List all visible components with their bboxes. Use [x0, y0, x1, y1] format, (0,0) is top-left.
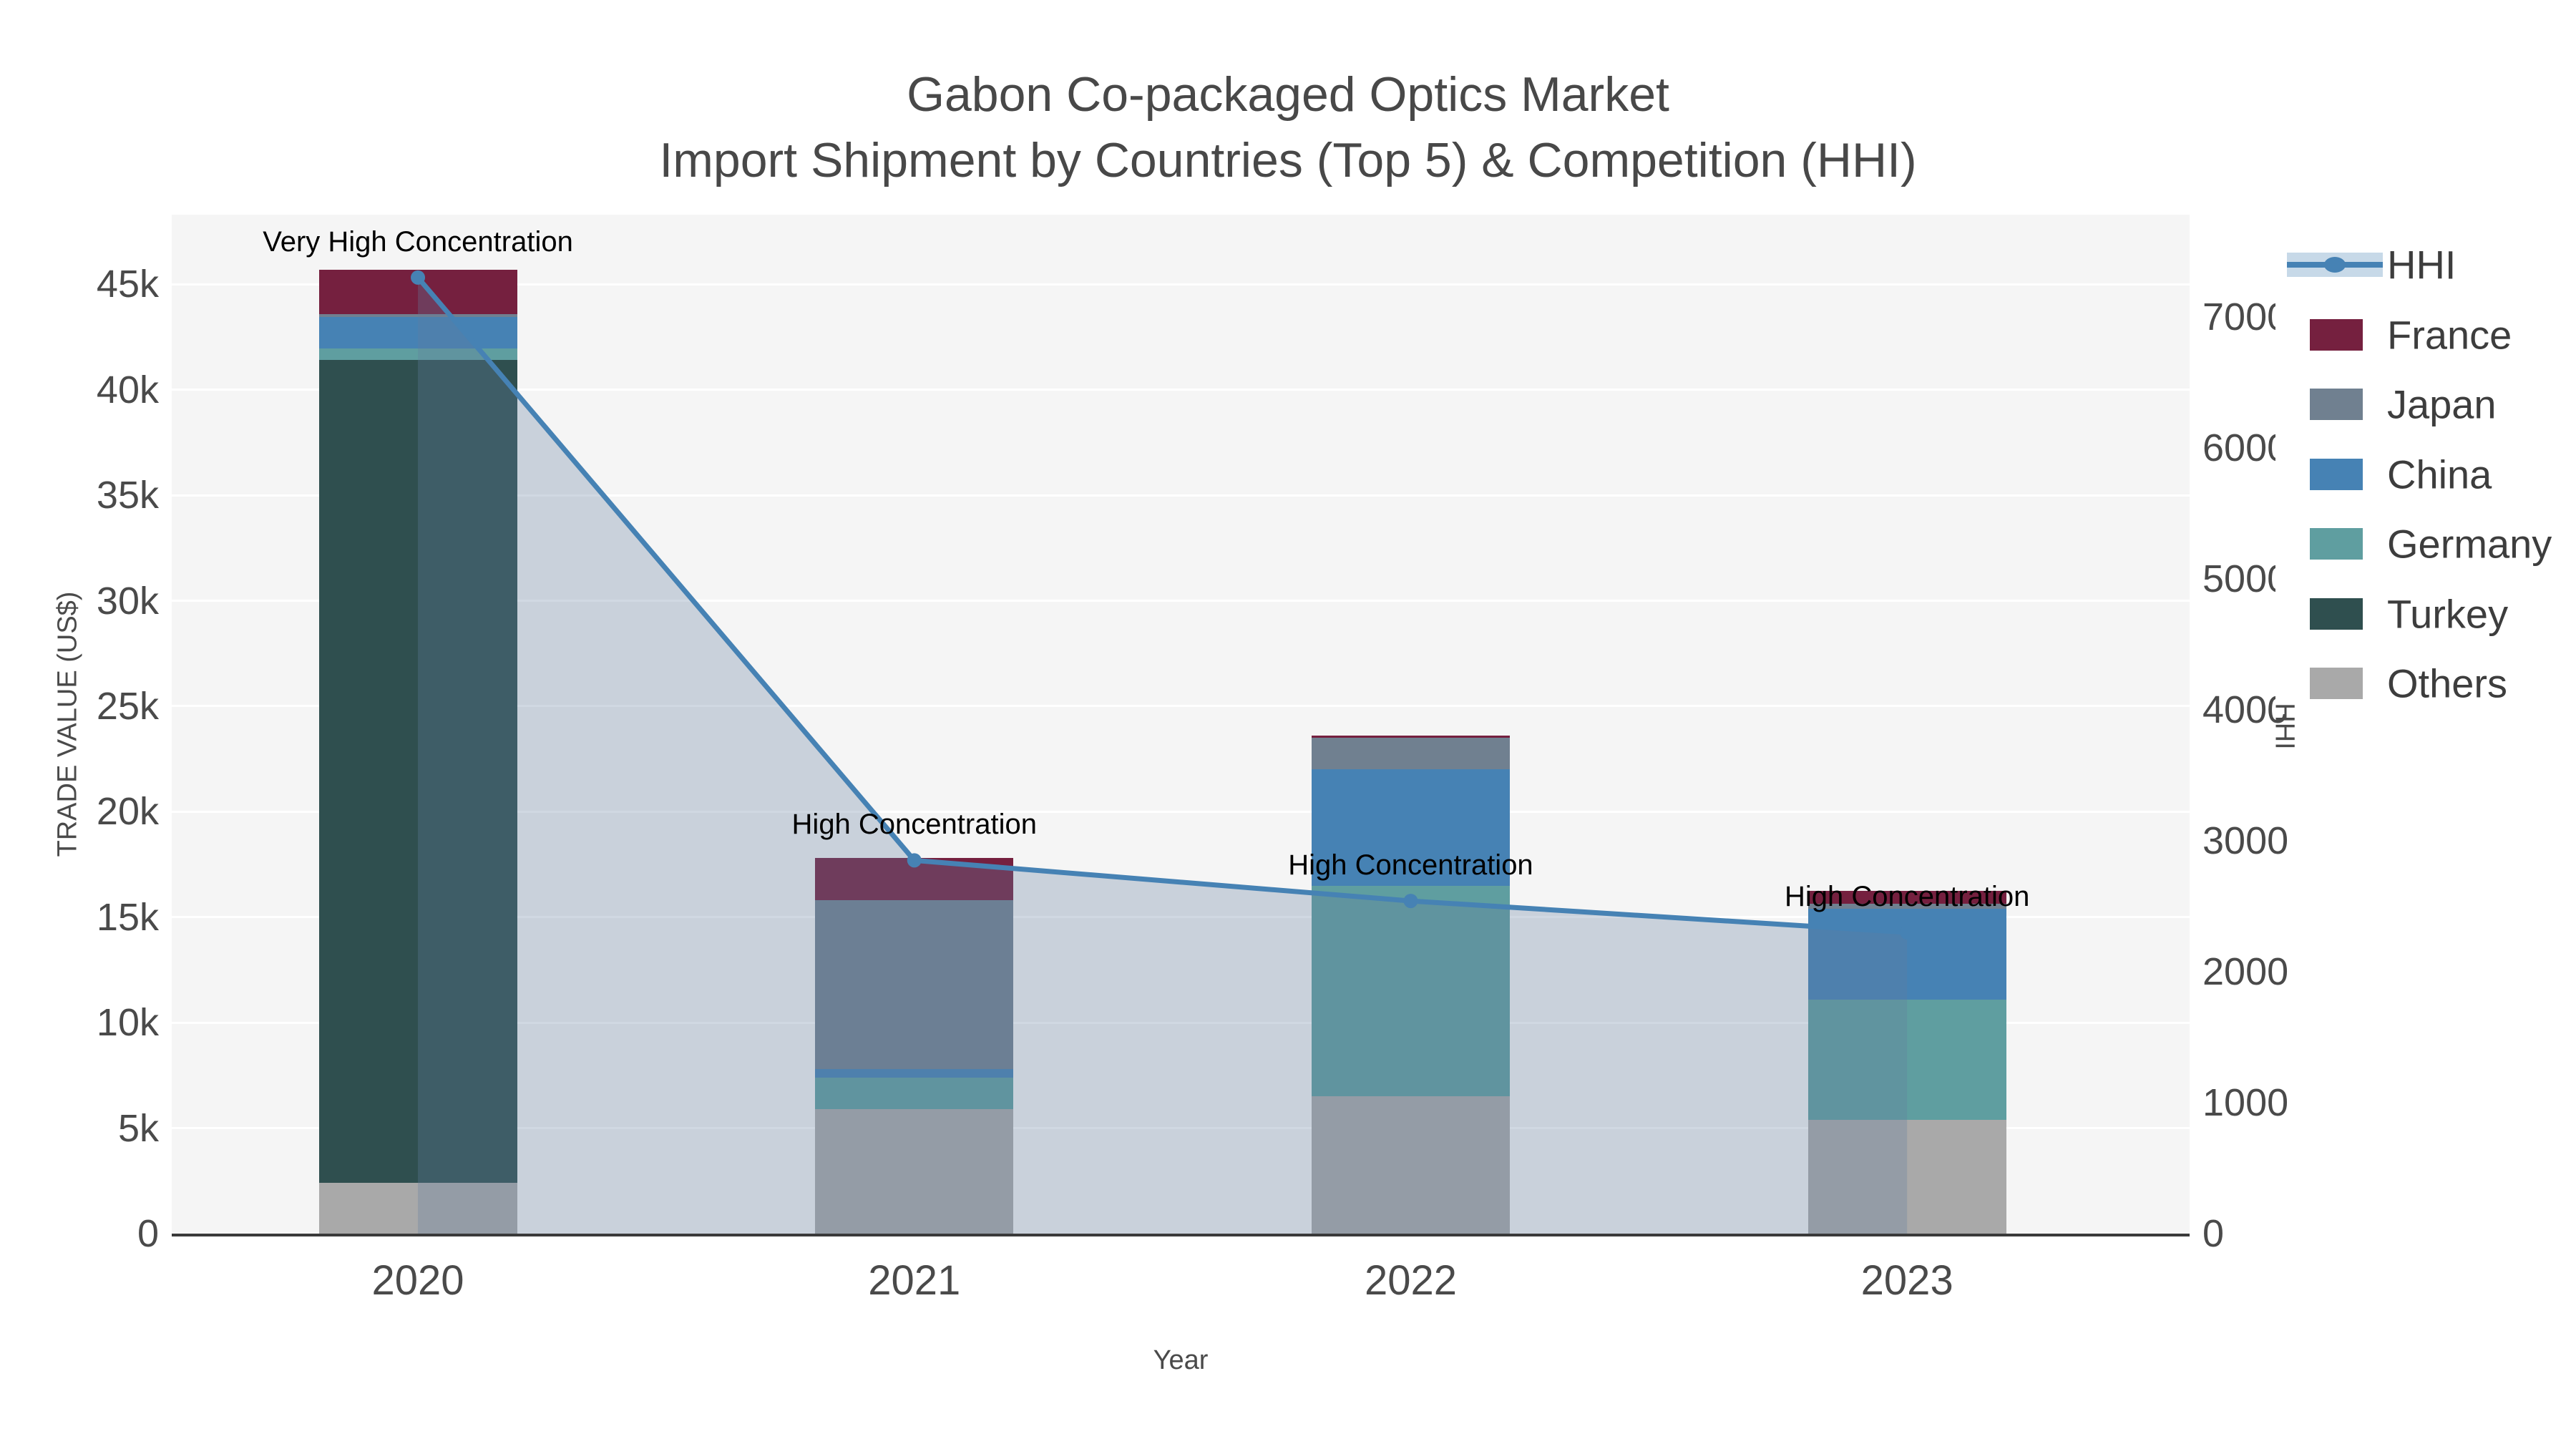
left-tick-40k: 40k [96, 368, 159, 411]
legend-item-turkey[interactable]: Turkey [2275, 591, 2576, 637]
annotation-2022: High Concentration [1288, 849, 1533, 882]
left-tick-0: 0 [137, 1212, 159, 1255]
bar-2023-others[interactable] [1807, 1119, 2006, 1234]
legend-label-hhi: HHI [2387, 242, 2457, 288]
left-tick-25k: 25k [96, 684, 159, 728]
legend-label-turkey: Turkey [2387, 591, 2509, 637]
left-tick-20k: 20k [96, 790, 159, 834]
legend-item-japan[interactable]: Japan [2275, 381, 2576, 427]
x-tick-2021: 2021 [868, 1257, 961, 1304]
left-tick-45k: 45k [96, 263, 159, 306]
legend-swatch-turkey [2310, 598, 2363, 630]
right-axis-title: HHI [2269, 703, 2300, 750]
x-axis-line [172, 1234, 2190, 1236]
bar-2023-germany[interactable] [1807, 999, 2006, 1120]
legend-swatch-germany [2310, 528, 2363, 560]
bar-2020-others[interactable] [318, 1183, 517, 1234]
gridline-10000 [172, 1021, 2190, 1024]
x-tick-2023: 2023 [1860, 1257, 1953, 1304]
legend-item-others[interactable]: Others [2275, 660, 2576, 706]
bar-2021-others[interactable] [815, 1109, 1014, 1234]
legend-item-hhi[interactable]: HHI [2275, 242, 2576, 288]
legend-swatch-japan [2310, 389, 2363, 420]
right-tick-2000: 2000 [2202, 950, 2289, 993]
chart-title: Gabon Co-packaged Optics Market [907, 67, 1669, 122]
annotation-2020: Very High Concentration [263, 225, 573, 258]
left-tick-10k: 10k [96, 1001, 159, 1045]
gridline-5000 [172, 1127, 2190, 1130]
x-axis-title: Year [1153, 1345, 1209, 1375]
right-tick-3000: 3000 [2202, 819, 2289, 862]
x-tick-2020: 2020 [371, 1257, 464, 1304]
left-tick-30k: 30k [96, 579, 159, 623]
bar-2022-france[interactable] [1311, 736, 1510, 738]
right-tick-5000: 5000 [2202, 557, 2289, 600]
legend-swatch-others [2310, 668, 2363, 699]
legend-swatch-france [2310, 319, 2363, 351]
legend-label-others: Others [2387, 660, 2508, 706]
legend-label-japan: Japan [2387, 381, 2497, 427]
legend-item-france[interactable]: France [2275, 312, 2576, 358]
annotation-2023: High Concentration [1784, 881, 2030, 913]
bar-2022-germany[interactable] [1311, 885, 1510, 1097]
bar-2022-others[interactable] [1311, 1096, 1510, 1234]
bar-2022-japan[interactable] [1311, 738, 1510, 770]
right-tick-7000: 7000 [2202, 295, 2289, 338]
bar-2020-germany[interactable] [318, 348, 517, 361]
right-tick-0: 0 [2202, 1212, 2225, 1255]
right-tick-1000: 1000 [2202, 1080, 2289, 1124]
legend-label-china: China [2387, 452, 2492, 497]
right-tick-6000: 6000 [2202, 426, 2289, 469]
bar-2021-japan[interactable] [815, 900, 1014, 1070]
legend-item-germany[interactable]: Germany [2275, 521, 2576, 567]
chart-subtitle: Import Shipment by Countries (Top 5) & C… [659, 133, 1917, 187]
bar-2020-japan[interactable] [318, 313, 517, 317]
bar-2023-china[interactable] [1807, 908, 2006, 1000]
bar-2020-turkey[interactable] [318, 360, 517, 1184]
right-tick-4000: 4000 [2202, 688, 2289, 731]
bar-2021-germany[interactable] [815, 1077, 1014, 1110]
bar-2020-china[interactable] [318, 316, 517, 349]
bar-2020-france[interactable] [318, 269, 517, 314]
bar-2021-china[interactable] [815, 1069, 1014, 1078]
legend-swatch-china [2310, 459, 2363, 490]
x-tick-2022: 2022 [1364, 1257, 1457, 1304]
left-tick-5k: 5k [117, 1106, 159, 1150]
legend-label-france: France [2387, 312, 2512, 358]
hhi-legend-marker-icon [2324, 257, 2346, 273]
left-tick-35k: 35k [96, 474, 159, 517]
left-tick-15k: 15k [96, 895, 159, 939]
bar-2021-france[interactable] [815, 858, 1014, 901]
legend-item-china[interactable]: China [2275, 452, 2576, 497]
annotation-2021: High Concentration [791, 809, 1037, 841]
left-axis-title: TRADE VALUE (US$) [52, 591, 83, 857]
legend-label-germany: Germany [2387, 521, 2552, 567]
